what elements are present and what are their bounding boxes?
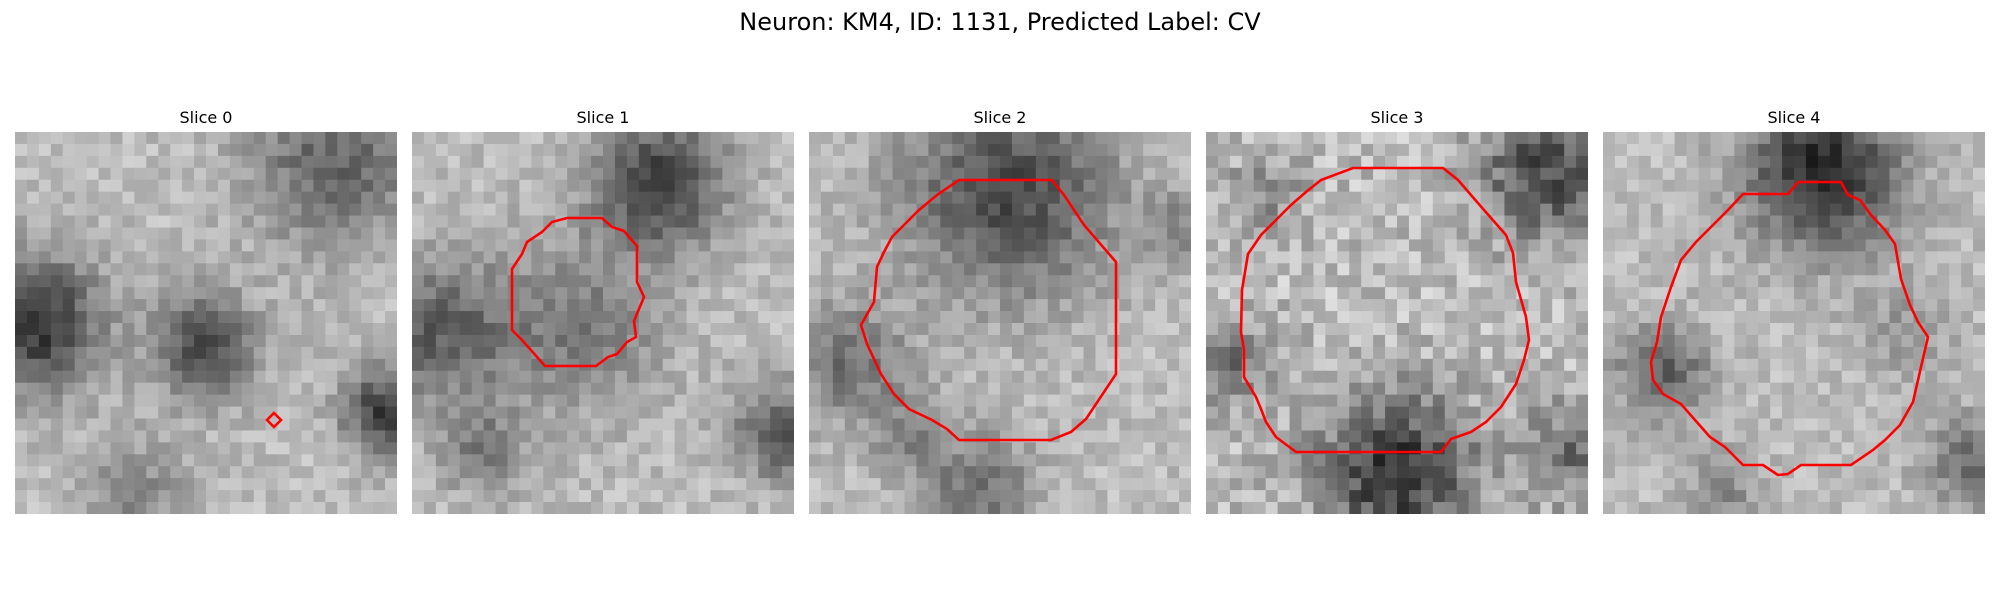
segmentation-contour — [859, 178, 1118, 442]
figure-title: Neuron: KM4, ID: 1131, Predicted Label: … — [739, 8, 1261, 36]
slice-image-0 — [15, 132, 397, 514]
grayscale-microscopy-image — [15, 132, 397, 514]
slice-image-3 — [1206, 132, 1588, 514]
slice-title: Slice 2 — [973, 108, 1027, 127]
slice-title: Slice 3 — [1370, 108, 1424, 127]
grayscale-microscopy-image — [1206, 132, 1588, 514]
slice-panel-0: Slice 0 — [15, 108, 397, 514]
segmentation-contour — [510, 216, 646, 368]
slice-title: Slice 0 — [179, 108, 233, 127]
slice-title: Slice 1 — [576, 108, 630, 127]
segmentation-contour — [1649, 180, 1930, 477]
segmentation-contour — [1239, 166, 1531, 454]
slice-panel-4: Slice 4 — [1603, 108, 1985, 514]
grayscale-microscopy-image — [1603, 132, 1985, 514]
slice-image-1 — [412, 132, 794, 514]
slice-image-4 — [1603, 132, 1985, 514]
slice-panel-2: Slice 2 — [809, 108, 1191, 514]
slice-image-2 — [809, 132, 1191, 514]
slice-title: Slice 4 — [1767, 108, 1821, 127]
grayscale-microscopy-image — [412, 132, 794, 514]
grayscale-microscopy-image — [809, 132, 1191, 514]
segmentation-contour — [265, 411, 283, 429]
slice-panel-1: Slice 1 — [412, 108, 794, 514]
slice-panel-3: Slice 3 — [1206, 108, 1588, 514]
